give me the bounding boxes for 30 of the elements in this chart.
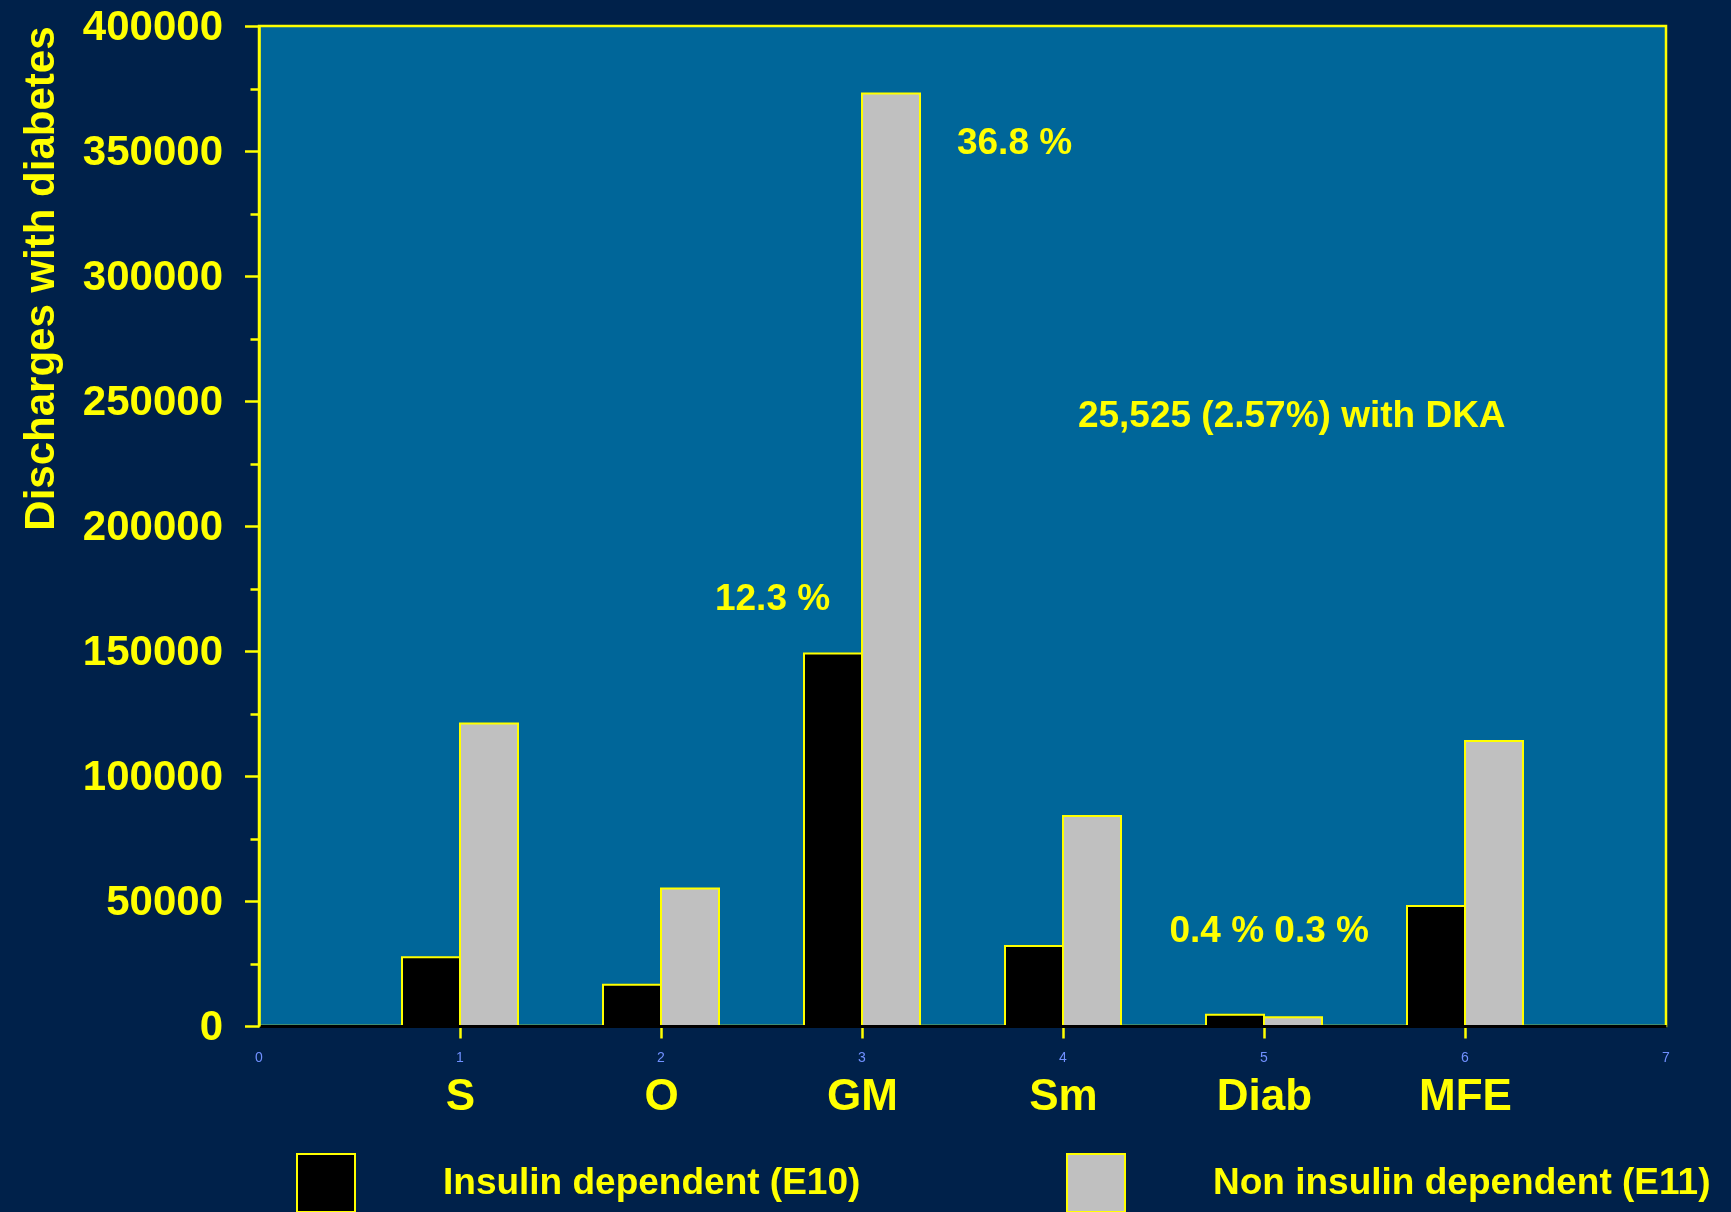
y-tick-label: 150000 (82, 626, 223, 674)
y-axis-title: Discharges with diabetes (15, 26, 63, 531)
legend-label: Insulin dependent (E10) (443, 1161, 861, 1202)
text: 6 (1461, 1049, 1470, 1065)
y-tick-label: 100000 (82, 751, 223, 799)
y-tick-label: 50000 (106, 876, 223, 924)
x-tick-label: S (445, 1069, 476, 1119)
legend-label: Non insulin dependent (E11) (1213, 1161, 1711, 1202)
annotation: 36.8 % (956, 121, 1073, 162)
x-tick-label: GM (827, 1069, 898, 1119)
x-tick-label: Diab (1216, 1069, 1313, 1119)
y-tick-label: 0 (199, 1001, 223, 1049)
annotation: 0.4 % 0.3 % (1169, 909, 1369, 950)
y-tick-label: 200000 (82, 501, 223, 549)
text: 5 (1260, 1049, 1269, 1065)
y-tick-label: 250000 (82, 376, 223, 424)
text: 1 (456, 1049, 465, 1065)
text: 0 (255, 1049, 264, 1065)
text: 7 (1662, 1049, 1671, 1065)
y-tick-label: 350000 (82, 126, 223, 174)
text: 3 (858, 1049, 867, 1065)
text: 2 (657, 1049, 666, 1065)
annotation: 25,525 (2.57%) with DKA (1077, 394, 1506, 435)
text: 4 (1059, 1049, 1068, 1065)
x-tick-label: MFE (1419, 1069, 1512, 1119)
x-tick-label: O (644, 1069, 679, 1119)
y-tick-label: 300000 (82, 251, 223, 299)
x-tick-label: Sm (1029, 1069, 1098, 1119)
y-tick-label: 400000 (82, 1, 223, 49)
annotation: 12.3 % (714, 576, 831, 618)
